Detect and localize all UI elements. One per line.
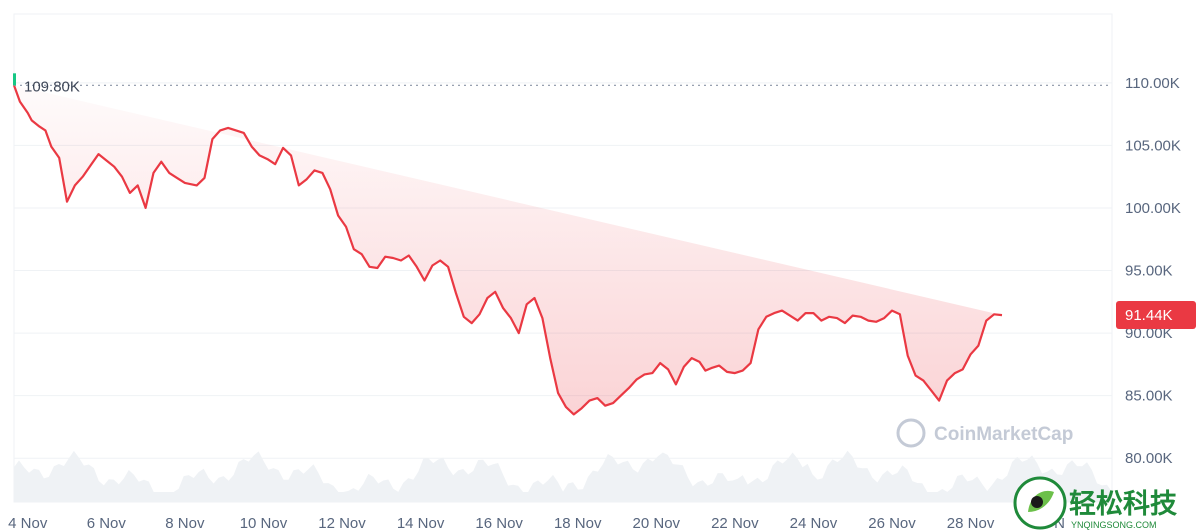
x-tick-label: 8 Nov bbox=[165, 515, 205, 532]
last-price-label: 91.44K bbox=[1125, 307, 1173, 324]
open-price-label: 109.80K bbox=[24, 78, 80, 95]
x-tick-label: 22 Nov bbox=[711, 515, 759, 532]
x-tick-label: 10 Nov bbox=[240, 515, 288, 532]
brand-text: 轻松科技 bbox=[1069, 489, 1177, 520]
coinmarketcap-watermark: CoinMarketCap bbox=[896, 418, 1073, 448]
brand-logo: 轻松科技 YNQINGSONG.COM bbox=[1013, 476, 1177, 530]
x-tick-label: 28 Nov bbox=[947, 515, 995, 532]
price-line bbox=[12, 84, 1003, 416]
x-tick-label: 20 Nov bbox=[633, 515, 681, 532]
open-tick-marker bbox=[13, 73, 16, 86]
y-tick-label: 90.00K bbox=[1125, 325, 1173, 342]
gridlines bbox=[14, 82, 1112, 459]
y-tick-label: 95.00K bbox=[1125, 263, 1173, 280]
brand-subtext: YNQINGSONG.COM bbox=[1071, 520, 1157, 530]
last-price-badge-bg bbox=[1116, 301, 1196, 330]
y-tick-label: 100.00K bbox=[1125, 200, 1181, 217]
x-tick-label: 6 Nov bbox=[87, 515, 127, 532]
y-axis: 80.00K 85.00K 90.00K 95.00K 100.00K 105.00K 11… bbox=[1125, 75, 1181, 467]
price-area bbox=[14, 85, 1002, 415]
y-tick-label: 105.00K bbox=[1125, 137, 1181, 154]
brand-dot-icon bbox=[1031, 496, 1043, 508]
x-axis: 4 Nov 6 Nov 8 Nov 10 Nov 12 Nov 14 Nov 16 Nov 1… bbox=[8, 515, 1065, 532]
last-price-badge: 91.44K bbox=[1116, 301, 1196, 330]
price-line-layer bbox=[12, 84, 1003, 416]
x-tick-label: 16 Nov bbox=[475, 515, 523, 532]
x-tick-label: 18 Nov bbox=[554, 515, 602, 532]
coinmarketcap-logo-icon bbox=[896, 418, 926, 448]
x-tick-label: 12 Nov bbox=[318, 515, 366, 532]
price-area-fill bbox=[14, 85, 1002, 415]
x-tick-label: 26 Nov bbox=[868, 515, 916, 532]
x-tick-label: 14 Nov bbox=[397, 515, 445, 532]
volume-area bbox=[14, 450, 1112, 502]
x-tick-label: 24 Nov bbox=[790, 515, 838, 532]
watermark-text: CoinMarketCap bbox=[934, 424, 1073, 445]
y-tick-label: 85.00K bbox=[1125, 388, 1173, 405]
x-tick-label: 4 Nov bbox=[8, 515, 48, 532]
y-tick-label: 110.00K bbox=[1125, 75, 1180, 92]
y-tick-label: 80.00K bbox=[1125, 450, 1173, 467]
volume-band bbox=[14, 450, 1112, 502]
